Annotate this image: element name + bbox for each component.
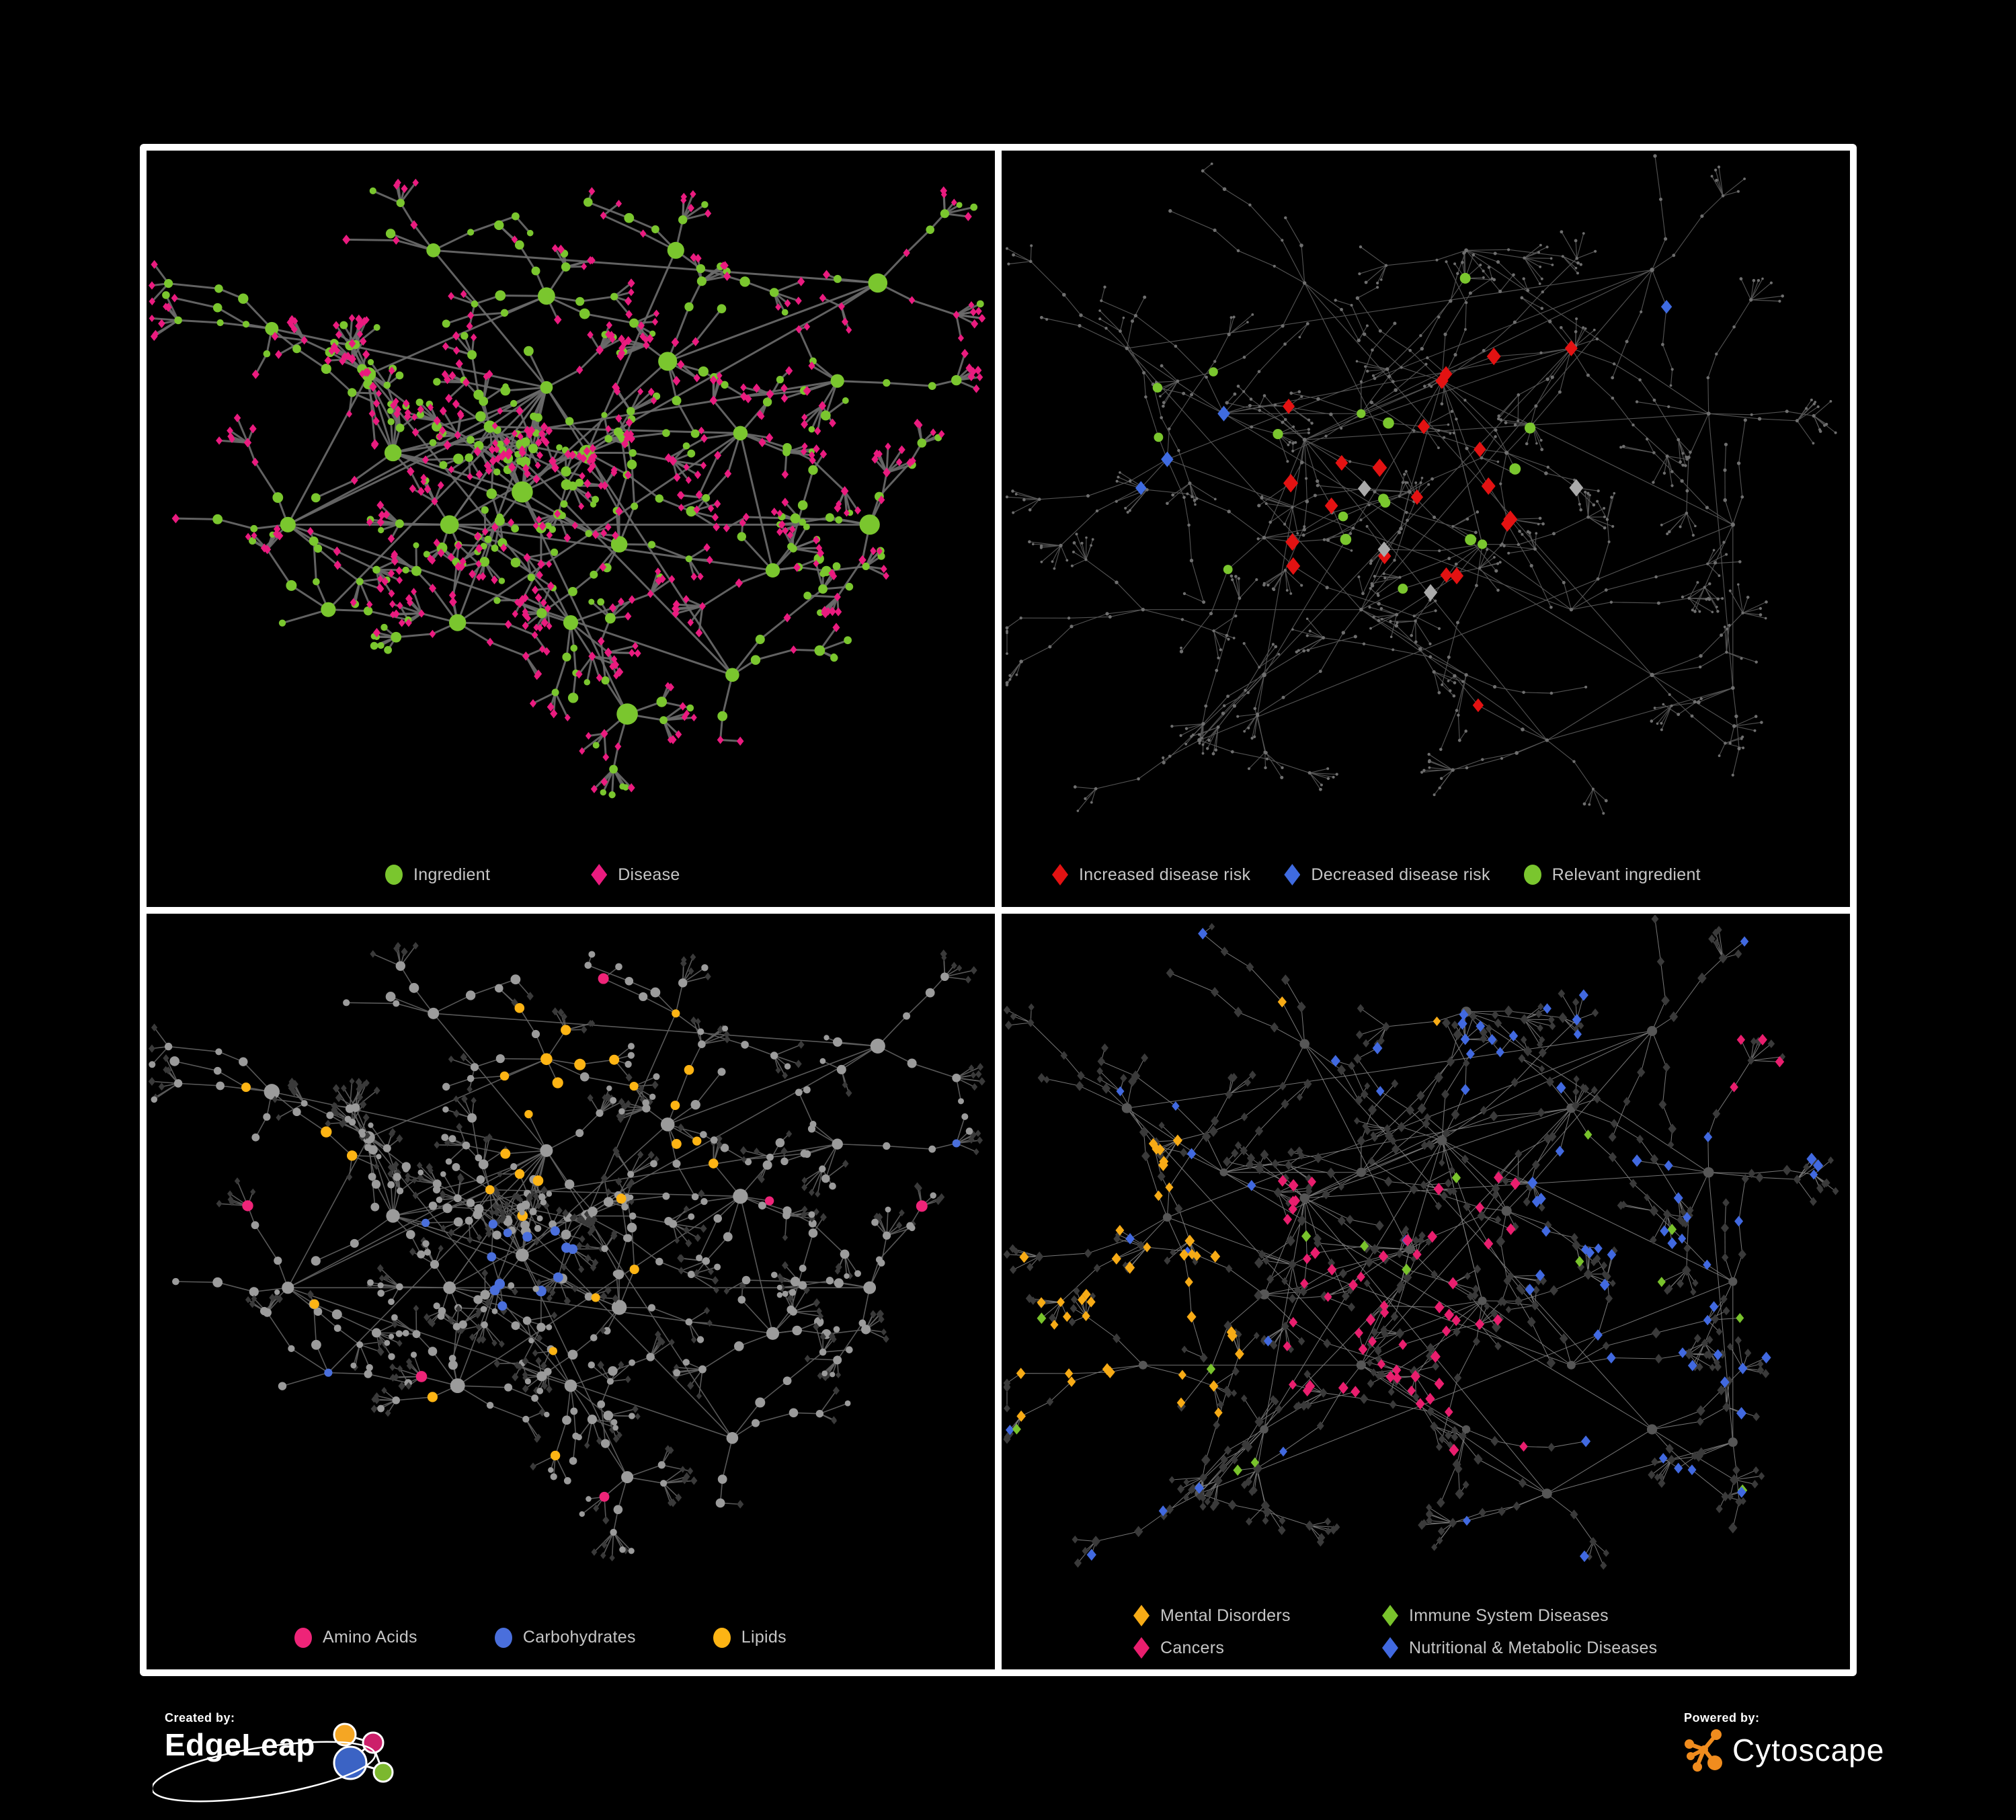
legend-diamond-swatch (1133, 1637, 1150, 1659)
legend-item: Mental Disorders (1133, 1605, 1382, 1626)
legend-label: Ingredient (413, 865, 491, 884)
edgeleap-logo-icon (333, 1723, 394, 1783)
ingredient-disease-network-graph (149, 178, 986, 799)
panel-disease-risk-network: Increased disease risk Decreased disease … (1002, 151, 1850, 907)
legend-item: Relevant ingredient (1523, 865, 1701, 885)
legend-label: Cancers (1160, 1638, 1225, 1657)
legend-item: Disease (591, 864, 680, 885)
legend-diamond-swatch (1284, 864, 1301, 885)
nutrient-class-legend: Amino Acids Carbohydrates Lipids (147, 1606, 995, 1669)
edgeleap-node-blue (333, 1745, 368, 1780)
legend-label: Relevant ingredient (1551, 865, 1701, 884)
legend-diamond-swatch (1133, 1605, 1150, 1626)
legend-item: Increased disease risk (1052, 864, 1250, 885)
legend-item: Lipids (713, 1627, 787, 1648)
legend-item: Amino Acids (294, 1627, 417, 1648)
panel-ingredient-disease-network: Ingredient Disease (147, 151, 995, 907)
legend-item: Ingredient (385, 865, 490, 885)
legend-item: Carbohydrates (494, 1627, 636, 1648)
legend-label: Mental Disorders (1160, 1606, 1291, 1625)
legend-circle-swatch (385, 865, 403, 885)
disease-risk-legend: Increased disease risk Decreased disease … (1002, 843, 1850, 907)
cytoscape-wordmark: Cytoscape (1732, 1733, 1885, 1768)
edgeleap-node-green (372, 1762, 394, 1783)
legend-circle-swatch (1523, 865, 1541, 885)
cytoscape-logo-icon (1685, 1729, 1722, 1772)
legend-label: Decreased disease risk (1311, 865, 1490, 884)
powered-by-block: Powered by: Cytoscape (1684, 1711, 1884, 1772)
legend-label: Disease (618, 865, 680, 884)
legend-diamond-swatch (1052, 864, 1068, 885)
legend-diamond-swatch (1382, 1605, 1398, 1626)
disease-category-legend: Mental Disorders Immune System Diseases Ca… (1002, 1594, 1850, 1669)
edgeleap-wordmark: EdgeLeap (165, 1727, 315, 1762)
legend-label: Carbohydrates (522, 1628, 636, 1647)
legend-label: Lipids (741, 1628, 787, 1647)
legend-diamond-swatch (591, 864, 608, 885)
legend-item: Immune System Diseases (1382, 1605, 1850, 1626)
legend-label: Amino Acids (323, 1628, 417, 1647)
legend-item: Cancers (1133, 1637, 1382, 1659)
ingredient-disease-legend: Ingredient Disease (147, 843, 995, 907)
legend-label: Increased disease risk (1079, 865, 1251, 884)
legend-circle-swatch (294, 1627, 312, 1648)
legend-label: Nutritional & Metabolic Diseases (1409, 1638, 1658, 1657)
legend-diamond-swatch (1382, 1637, 1398, 1659)
legend-item: Decreased disease risk (1284, 864, 1490, 885)
created-by-block: Created by: EdgeLeap (153, 1711, 399, 1803)
powered-by-label: Powered by: (1684, 1711, 1760, 1725)
nutrient-class-network-graph (148, 941, 985, 1561)
panel-grid: Ingredient Disease Increased disease risk… (140, 144, 1857, 1676)
legend-circle-swatch (494, 1627, 512, 1648)
legend-item: Nutritional & Metabolic Diseases (1382, 1637, 1850, 1659)
panel-disease-category-network: Mental Disorders Immune System Diseases Ca… (1002, 913, 1850, 1669)
edgeleap-node-pink (362, 1731, 385, 1754)
legend-circle-swatch (713, 1627, 731, 1648)
panel-nutrient-class-network: Amino Acids Carbohydrates Lipids (147, 913, 995, 1669)
disease-category-network-graph (1003, 914, 1839, 1570)
edgeleap-node-orange (333, 1723, 357, 1747)
legend-label: Immune System Diseases (1409, 1606, 1609, 1625)
disease-risk-network-graph (1005, 154, 1837, 815)
created-by-label: Created by: (165, 1711, 235, 1725)
